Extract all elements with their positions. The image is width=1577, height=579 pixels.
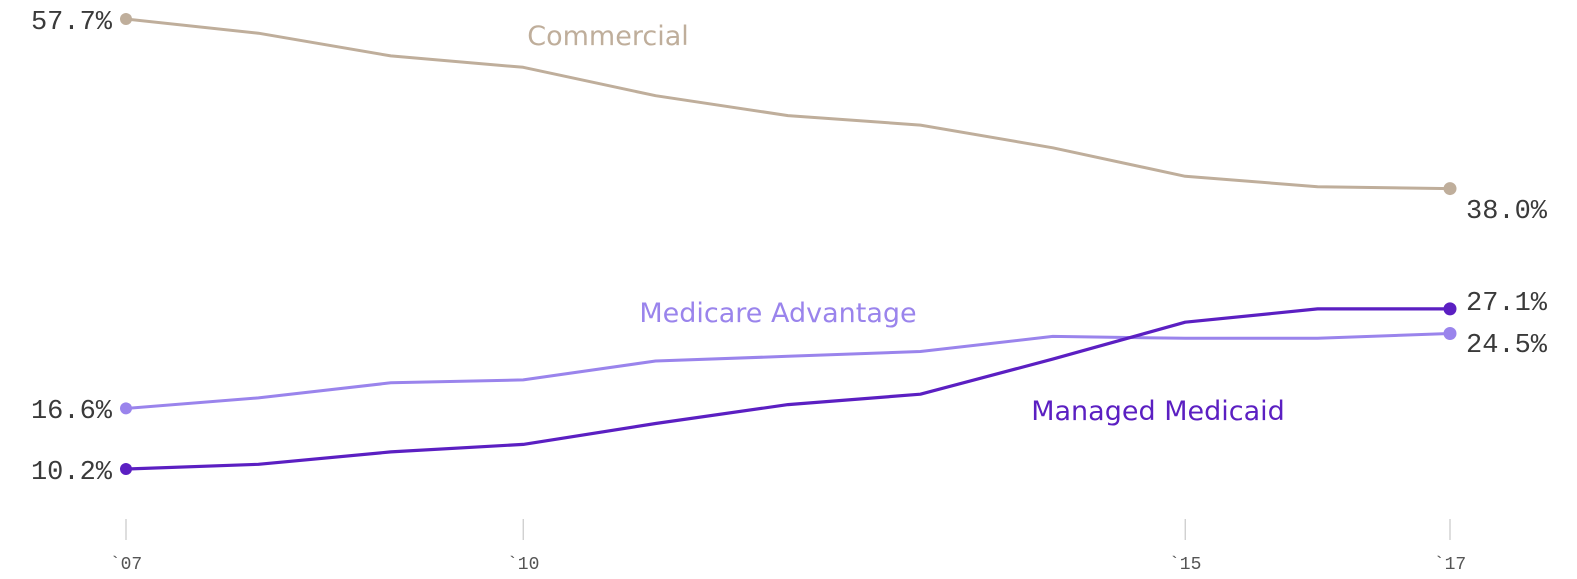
end-point-commercial <box>1443 182 1457 196</box>
end-point-medicare-advantage <box>1443 327 1457 341</box>
start-point-medicare-advantage <box>120 402 132 415</box>
series-line-commercial <box>124 17 1452 191</box>
start-value-label-medicare-advantage: 16.6% <box>31 397 113 427</box>
series-lines <box>124 17 1452 471</box>
series-name-managed-medicaid: Managed Medicaid <box>1031 396 1285 427</box>
series-line-managed-medicaid <box>124 307 1452 471</box>
end-point-managed-medicaid <box>1443 302 1457 316</box>
x-tick-label-3: `17 <box>1434 555 1466 575</box>
start-value-label-commercial: 57.7% <box>31 8 113 38</box>
value-labels: 57.7% 38.0% Commercial 16.6% 24.5% Medicare A… <box>31 8 1548 488</box>
end-value-label-commercial: 38.0% <box>1466 197 1548 227</box>
series-name-medicare-advantage: Medicare Advantage <box>639 298 916 329</box>
series-name-commercial: Commercial <box>527 21 689 52</box>
end-value-label-medicare-advantage: 24.5% <box>1466 331 1548 361</box>
x-tick-label-0: `07 <box>110 555 142 575</box>
x-tick-label-2: `15 <box>1169 555 1201 575</box>
x-axis: `07 `10 `15 `17 <box>110 519 1466 575</box>
series-line-medicare-advantage <box>124 332 1452 410</box>
end-value-label-managed-medicaid: 27.1% <box>1466 289 1548 319</box>
start-point-commercial <box>120 13 132 25</box>
series-endpoints <box>120 13 1457 475</box>
start-value-label-managed-medicaid: 10.2% <box>31 458 113 488</box>
x-tick-label-1: `10 <box>507 555 539 575</box>
start-point-managed-medicaid <box>120 463 132 475</box>
